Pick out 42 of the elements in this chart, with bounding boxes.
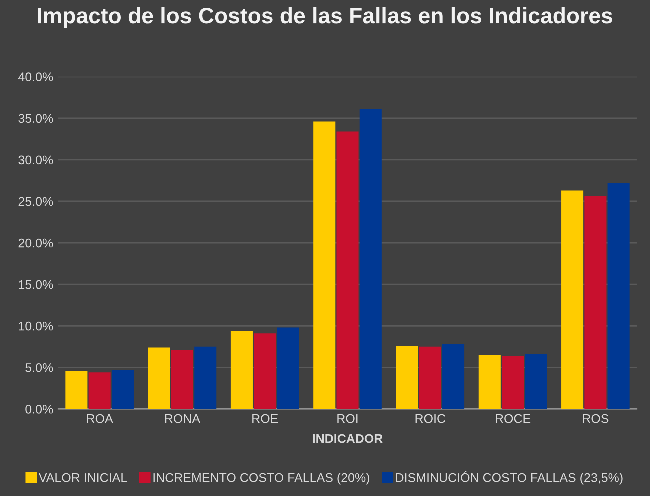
bar <box>360 109 382 410</box>
x-tick-label: ROCE <box>496 414 531 424</box>
x-tick-label: ROS <box>583 414 609 424</box>
bar <box>314 122 336 410</box>
y-tick-label: 15.0% <box>19 280 54 290</box>
bar <box>277 328 300 410</box>
x-tick-label: ROIC <box>416 414 446 424</box>
bar <box>442 344 465 410</box>
bar <box>254 334 276 410</box>
bar <box>336 132 359 410</box>
x-tick-label: RONA <box>165 414 200 424</box>
y-tick-label: 0.0% <box>26 405 54 414</box>
bar <box>478 355 501 410</box>
y-tick-label: 20.0% <box>18 238 54 248</box>
bar <box>562 190 584 410</box>
x-tick-label: ROI <box>338 414 358 424</box>
y-tick-label: 35.0% <box>18 114 54 124</box>
bar <box>525 354 548 410</box>
bar <box>112 370 134 410</box>
bar <box>396 346 418 410</box>
legend-label: VALOR INICIAL <box>38 473 128 482</box>
y-tick-label: 10.0% <box>19 322 54 331</box>
bar <box>66 370 88 410</box>
bar <box>171 350 194 410</box>
bar <box>88 372 111 410</box>
legend-label: INCREMENTO COSTO FALLAS (20%) <box>154 473 370 485</box>
x-tick-label: ROA <box>87 414 114 424</box>
y-tick-label: 5.0% <box>26 363 54 372</box>
bar <box>230 331 253 410</box>
bar <box>584 196 607 410</box>
bar <box>194 346 217 410</box>
y-tick-label: 25.0% <box>18 197 54 206</box>
chart-title: Impacto de los Costos de las Fallas en los Indicadores <box>38 7 612 28</box>
legend-label: DISMINUCIÓN COSTO FALLAS (23,5%) <box>396 471 623 485</box>
bar <box>419 346 442 410</box>
x-axis-title: INDICADOR <box>313 434 383 444</box>
bar <box>608 183 630 410</box>
x-tick-label: ROE <box>252 414 278 424</box>
y-tick-label: 40.0% <box>18 72 54 82</box>
bar <box>148 348 170 410</box>
bar <box>502 356 524 410</box>
y-tick-label: 30.0% <box>18 156 54 165</box>
